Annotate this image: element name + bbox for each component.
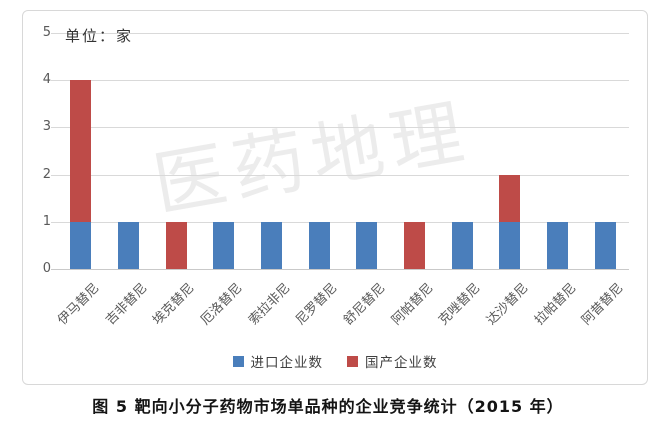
bar-stack [499,174,521,269]
bar-segment [70,221,92,269]
bar-group [391,33,439,269]
gridline [51,174,629,176]
bar-segment [308,221,330,269]
bar-segment [118,221,139,269]
legend-item: 进口企业数 [232,351,324,371]
y-tick-label: 0 [42,261,51,276]
bar-stack [308,221,330,269]
x-axis-label: 舒尼替尼 [340,280,389,329]
bar-stack [165,221,187,269]
bar-group [57,33,105,269]
bar-segment [165,221,187,269]
unit-label: 单位：家 [65,27,134,45]
bar-stack [118,221,139,269]
x-slot: 阿帕替尼 [389,270,439,350]
bar-group [438,33,486,269]
bar-segment [70,80,92,222]
x-axis-label: 吉非替尼 [102,280,150,329]
gridline [51,221,629,223]
y-tick-label: 2 [42,166,51,182]
bar-group [105,33,153,269]
gridline [51,127,629,129]
y-axis-labels: 0 1 2 3 4 5 [29,25,51,276]
x-axis-label: 克唑替尼 [436,280,484,329]
figure-caption: 图 5 靶向小分子药物市场单品种的企业竞争统计（2015 年） [92,397,564,416]
bar-group [534,33,582,269]
gridline [51,269,629,270]
bar-segment [404,221,426,269]
x-slot: 阿昔替尼 [579,270,629,350]
bar-segment [499,221,521,269]
legend-label: 国产企业数 [365,355,438,371]
bar-stack [213,221,235,269]
x-slot: 厄洛替尼 [198,270,248,350]
plot-area [51,33,629,270]
x-axis-label: 阿昔替尼 [579,280,627,329]
x-axis-labels: 伊马替尼 吉非替尼 埃克替尼 厄洛替尼 索拉非尼 尼罗替尼 舒尼替尼 阿帕替尼 克唑替尼 达沙替尼… [55,270,629,350]
bar-group [200,33,248,269]
bar-group [152,33,200,269]
y-tick-label: 3 [42,119,51,135]
x-axis-label: 索拉非尼 [245,280,293,329]
legend-swatch [232,355,244,367]
bar-group [295,33,343,269]
x-axis-label: 厄洛替尼 [197,280,246,329]
x-slot: 伊马替尼 [55,270,105,350]
bar-stack [594,221,616,269]
x-slot: 索拉非尼 [246,270,296,350]
gridline [51,33,629,34]
x-slot: 尼罗替尼 [293,270,343,350]
bar-group [486,33,534,269]
x-axis-label: 拉帕替尼 [531,280,579,329]
bar-segment [499,174,521,222]
bar-segment [213,221,235,269]
bar-stack [261,221,283,269]
legend-label: 进口企业数 [250,355,323,371]
y-tick-label: 1 [42,213,51,229]
legend-item: 国产企业数 [347,351,438,371]
bar-stack [356,221,378,269]
bar-segment [547,221,569,269]
x-slot: 拉帕替尼 [532,270,582,350]
bar-segment [594,221,616,269]
x-axis-label: 尼罗替尼 [293,280,341,329]
x-slot: 达沙替尼 [484,270,534,350]
x-axis-label: 达沙替尼 [483,280,532,329]
bar-stack [404,221,426,269]
bars-container [57,33,629,269]
x-slot: 埃克替尼 [150,270,200,350]
x-axis-label: 阿帕替尼 [388,280,436,329]
x-slot: 克唑替尼 [436,270,486,350]
legend: 进口企业数 国产企业数 [23,351,647,371]
x-axis-label: 伊马替尼 [54,280,103,329]
bar-group [248,33,296,269]
bar-stack [70,80,92,269]
bar-group [343,33,391,269]
bar-segment [356,221,378,269]
bar-segment [261,221,283,269]
bar-segment [451,221,473,269]
x-slot: 吉非替尼 [103,270,153,350]
x-slot: 舒尼替尼 [341,270,391,350]
x-axis-label: 埃克替尼 [150,280,198,329]
y-tick-label: 5 [42,25,51,40]
bar-stack [547,221,569,269]
y-tick-label: 4 [42,72,51,88]
bar-stack [451,221,473,269]
legend-swatch [347,355,358,367]
bar-group [581,33,629,269]
gridline [51,80,629,82]
